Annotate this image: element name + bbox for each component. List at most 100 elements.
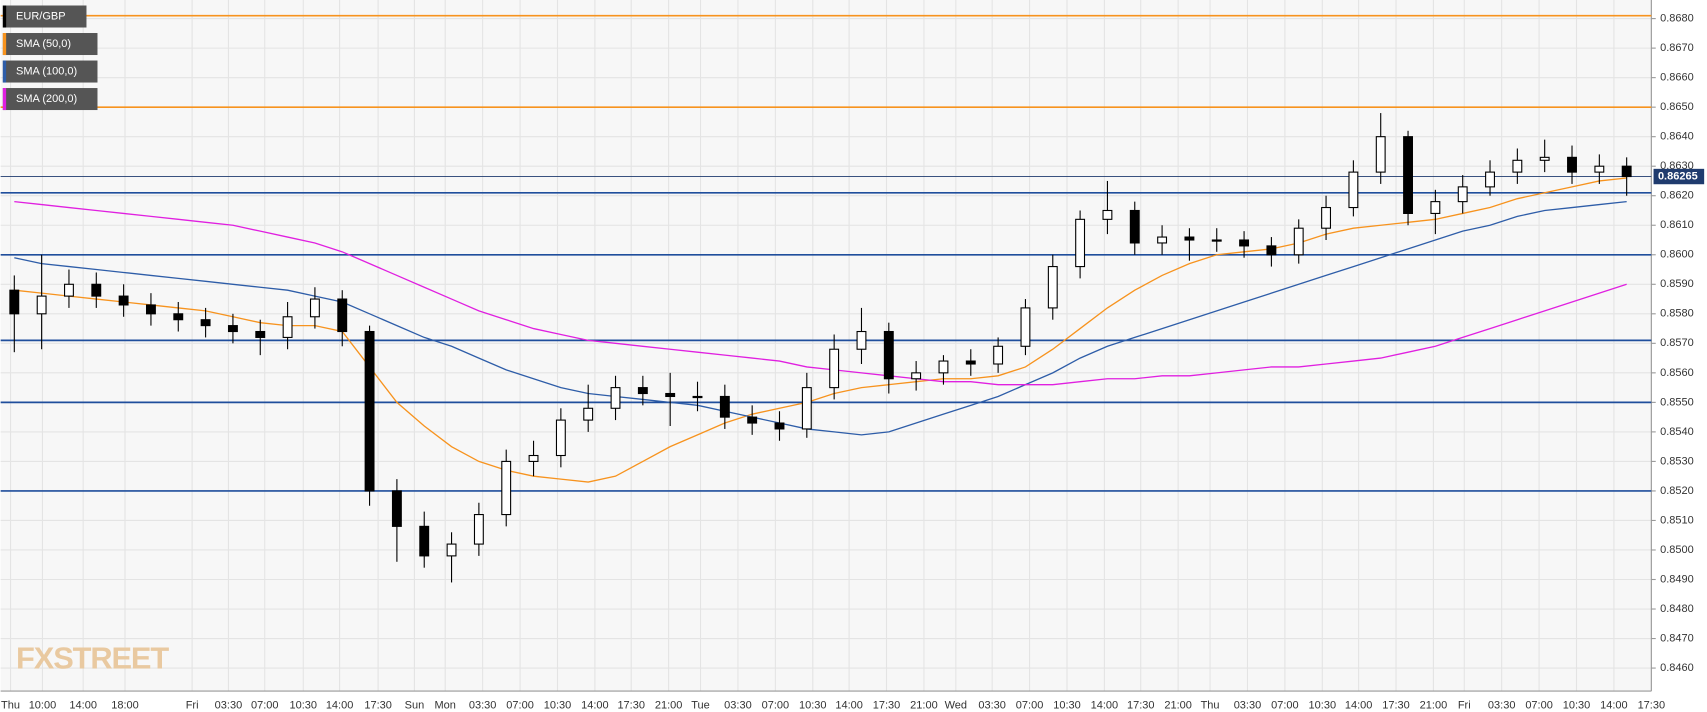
candle-body xyxy=(774,422,785,430)
y-tick-label: 0.8510 xyxy=(1660,514,1694,526)
y-tick-label: 0.8500 xyxy=(1660,544,1694,556)
x-tick-label: 14:00 xyxy=(69,699,97,711)
x-tick-label: 17:30 xyxy=(617,699,645,711)
x-tick-label: 10:30 xyxy=(1309,699,1337,711)
x-tick-label: 10:30 xyxy=(1053,699,1081,711)
x-tick-label: 07:00 xyxy=(1525,699,1553,711)
candle-body xyxy=(1020,307,1031,347)
candle-body xyxy=(528,454,539,462)
x-tick-label: 03:30 xyxy=(1488,699,1516,711)
candle-body xyxy=(1348,171,1359,209)
candle-body xyxy=(337,298,348,333)
candle-body xyxy=(1539,156,1550,161)
x-tick-label: 10:30 xyxy=(799,699,827,711)
candle-body xyxy=(173,313,184,321)
y-tick-label: 0.8660 xyxy=(1660,72,1694,84)
candle-body xyxy=(965,360,976,365)
y-tick-label: 0.8670 xyxy=(1660,42,1694,54)
candle-body xyxy=(255,330,266,338)
candle-body xyxy=(938,360,949,374)
x-tick-label: 17:30 xyxy=(873,699,901,711)
x-tick-label: 10:30 xyxy=(1563,699,1591,711)
x-tick-label: 17:30 xyxy=(1382,699,1410,711)
x-tick-label: 10:30 xyxy=(544,699,572,711)
legend-label: EUR/GBP xyxy=(16,10,66,22)
y-tick-label: 0.8530 xyxy=(1660,455,1694,467)
candle-body xyxy=(309,298,320,318)
candle-body xyxy=(501,460,512,516)
candle-body xyxy=(118,295,129,306)
x-tick-label: Thu xyxy=(1201,699,1220,711)
last-price-box xyxy=(1653,168,1705,185)
x-tick-label: 17:30 xyxy=(364,699,392,711)
x-tick-label: 10:30 xyxy=(290,699,318,711)
candle-body xyxy=(993,345,1004,365)
y-tick-label: 0.8610 xyxy=(1660,219,1694,231)
candle-body xyxy=(583,407,594,421)
legend-box xyxy=(2,60,98,83)
x-tick-label: 07:00 xyxy=(251,699,279,711)
y-tick-label: 0.8570 xyxy=(1660,337,1694,349)
legend-swatch xyxy=(2,88,7,111)
candle-body xyxy=(1457,186,1468,203)
candle-body xyxy=(64,283,74,297)
legend-box xyxy=(2,5,87,28)
x-tick-label: 03:30 xyxy=(1234,699,1262,711)
x-tick-label: 10:00 xyxy=(29,699,57,711)
legend-item: EUR/GBP xyxy=(2,5,87,28)
candle-body xyxy=(1293,227,1304,256)
y-tick-label: 0.8560 xyxy=(1660,367,1694,379)
x-tick-label: 14:00 xyxy=(1345,699,1373,711)
x-tick-label: 21:00 xyxy=(910,699,938,711)
candle-body xyxy=(1375,136,1386,173)
x-tick-label: 03:30 xyxy=(469,699,497,711)
y-tick-label: 0.8550 xyxy=(1660,396,1694,408)
candle-body xyxy=(391,490,402,527)
legend-item: SMA (50,0) xyxy=(2,33,98,56)
candle-body xyxy=(555,419,566,457)
candle-body xyxy=(1184,236,1195,241)
candle-body xyxy=(1321,206,1332,229)
legend-label: SMA (50,0) xyxy=(16,38,71,50)
plot-background xyxy=(0,0,1652,692)
x-tick-label: 03:30 xyxy=(215,699,243,711)
candle-body xyxy=(1512,159,1523,173)
y-tick-label: 0.8480 xyxy=(1660,603,1694,615)
y-tick-label: 0.8650 xyxy=(1660,101,1694,113)
x-tick-label: 03:30 xyxy=(724,699,752,711)
x-tick-label: 21:00 xyxy=(1164,699,1192,711)
y-tick-label: 0.8520 xyxy=(1660,485,1694,497)
candle-body xyxy=(145,304,156,315)
candle-body xyxy=(200,319,211,327)
sma-line xyxy=(14,200,1627,436)
x-tick-label: 17:30 xyxy=(1127,699,1155,711)
candle-body xyxy=(91,283,102,297)
candle-body xyxy=(1430,201,1441,214)
candle-body xyxy=(1157,236,1168,244)
x-tick-label: 07:00 xyxy=(1271,699,1299,711)
candle-body xyxy=(1403,136,1413,214)
candle-body xyxy=(637,387,648,395)
candle-body xyxy=(801,387,812,430)
x-tick-label: 14:00 xyxy=(581,699,609,711)
candle-body xyxy=(1075,218,1086,268)
candle-body xyxy=(364,330,375,492)
legend-box xyxy=(2,33,98,56)
y-tick-label: 0.8490 xyxy=(1660,573,1694,585)
x-tick-label: 14:00 xyxy=(1600,699,1628,711)
legend-label: SMA (200,0) xyxy=(16,93,77,105)
candle-body xyxy=(9,289,20,315)
x-tick-label: 14:00 xyxy=(326,699,354,711)
y-tick-label: 0.8540 xyxy=(1660,426,1694,438)
candle-body xyxy=(747,416,758,424)
candle-body xyxy=(282,316,293,338)
candle-body xyxy=(829,348,840,389)
x-tick-label: Fri xyxy=(1458,699,1471,711)
candle-body xyxy=(1567,156,1577,173)
legend-swatch xyxy=(2,5,7,28)
x-tick-label: 07:00 xyxy=(762,699,790,711)
y-tick-label: 0.8580 xyxy=(1660,308,1694,320)
y-tick-label: 0.8620 xyxy=(1660,190,1694,202)
